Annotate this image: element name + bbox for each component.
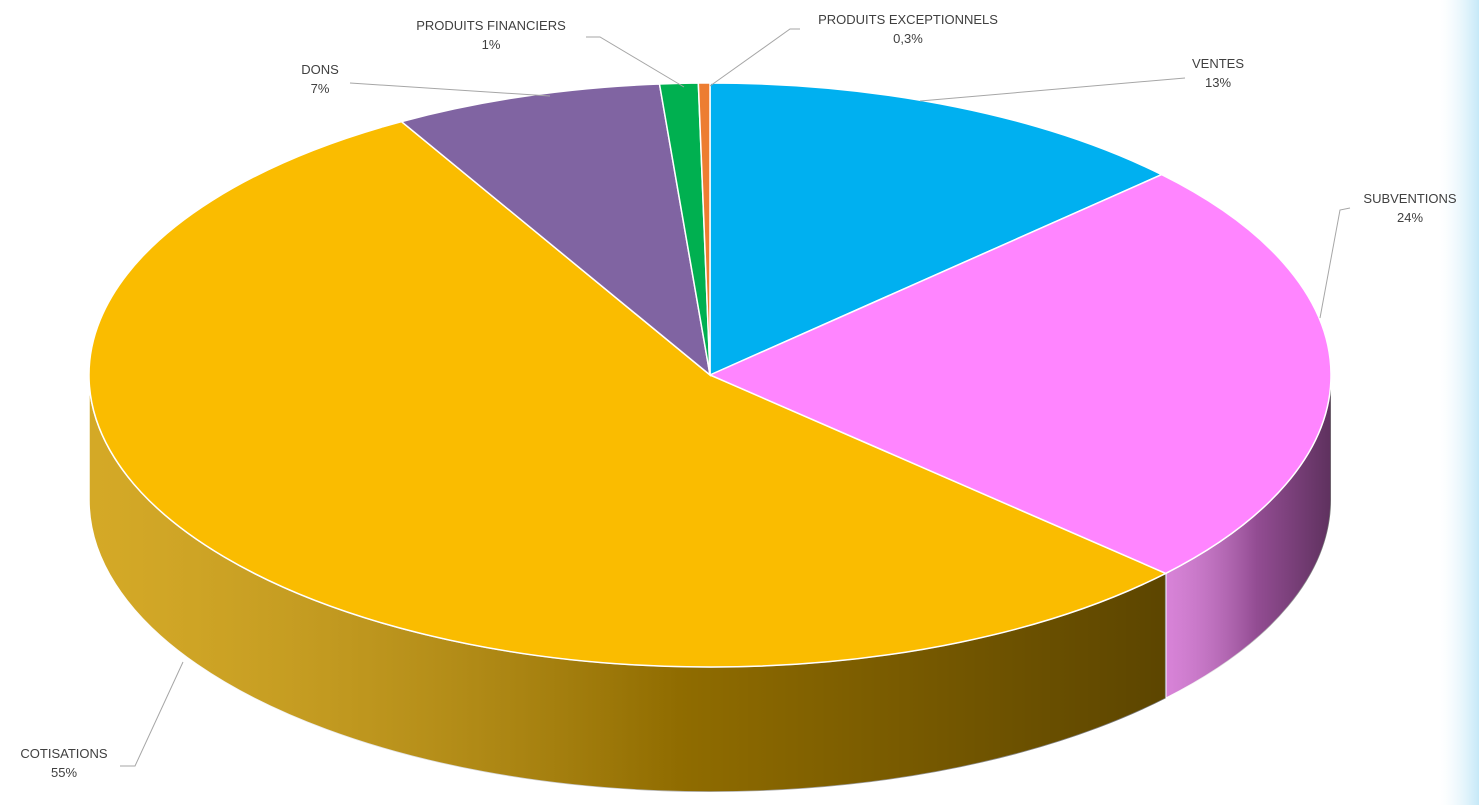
pie-slice-subventions bbox=[708, 173, 1332, 575]
slice-label-ventes: VENTES bbox=[1192, 56, 1244, 71]
slice-label-subventions: SUBVENTIONS bbox=[1363, 191, 1457, 206]
leader-line-subventions bbox=[1319, 207, 1351, 319]
leader-line-cotisations bbox=[120, 661, 184, 767]
leader-line-dons bbox=[349, 82, 551, 97]
slice-value-ventes: 13% bbox=[1205, 75, 1231, 90]
pie-slice-produits-exceptionnels bbox=[697, 82, 711, 376]
slice-label-produits-exceptionnels: PRODUITS EXCEPTIONNELS bbox=[818, 12, 998, 27]
pie-slice-cotisations bbox=[88, 120, 1168, 668]
leader-line-produits-exceptionnels bbox=[709, 28, 800, 87]
pie-side-shade-cotisations bbox=[89, 375, 1166, 792]
leader-line-produits-financiers bbox=[586, 36, 685, 88]
slice-value-dons: 7% bbox=[311, 81, 330, 96]
pie-labels: VENTES 13% SUBVENTIONS 24% COTISATIONS 55% DON… bbox=[20, 12, 1456, 780]
slice-value-cotisations: 55% bbox=[51, 765, 77, 780]
pie-slice-ventes bbox=[709, 82, 1164, 377]
slice-value-produits-exceptionnels: 0,3% bbox=[893, 31, 923, 46]
slice-value-subventions: 24% bbox=[1397, 210, 1423, 225]
slice-label-dons: DONS bbox=[301, 62, 339, 77]
slice-value-produits-financiers: 1% bbox=[482, 37, 501, 52]
slice-label-cotisations: COTISATIONS bbox=[20, 746, 107, 761]
slice-label-produits-financiers: PRODUITS FINANCIERS bbox=[416, 18, 566, 33]
pie-slice-dons bbox=[399, 83, 712, 377]
pie-side-shade-subventions bbox=[1165, 375, 1331, 699]
right-edge-decoration bbox=[1440, 0, 1479, 805]
leader-line-ventes bbox=[919, 77, 1186, 102]
pie-tops bbox=[88, 82, 1332, 668]
